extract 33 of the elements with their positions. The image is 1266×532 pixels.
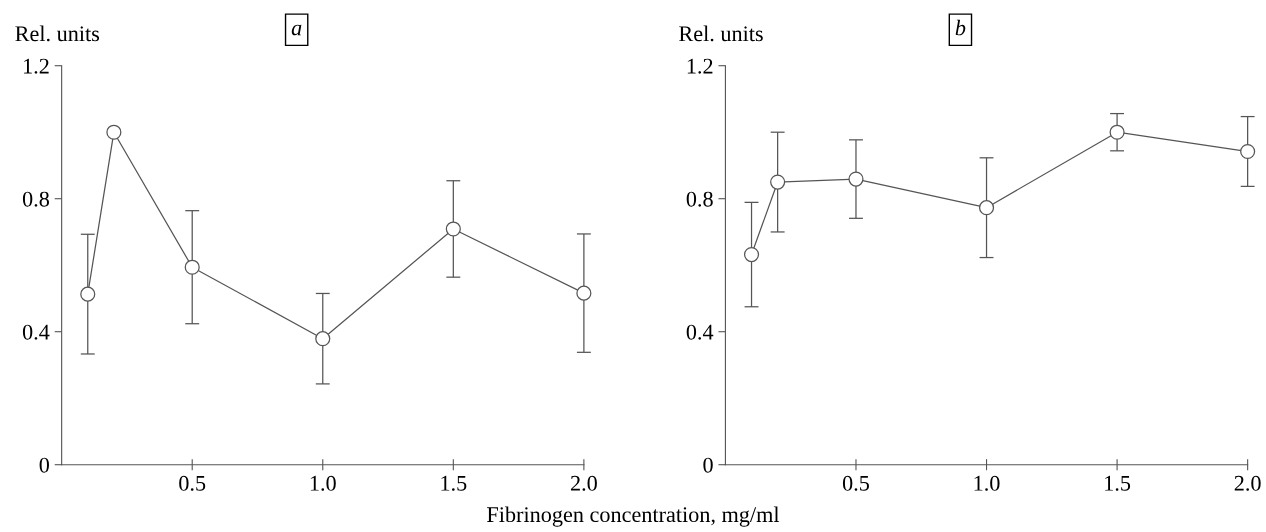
y-tick-label: 0.8	[686, 191, 713, 207]
y-tick-label: 0.4	[22, 324, 50, 340]
y-tick-label: 1.2	[24, 58, 49, 74]
y-axis-title: Rel. units	[15, 25, 100, 42]
y-tick-label: 1.2	[687, 58, 713, 74]
x-tick-label: 1.0	[310, 475, 336, 491]
x-tick-label: 0.5	[179, 475, 206, 491]
point	[80, 286, 96, 302]
chart-title: a	[291, 24, 302, 36]
y-axis-title: Rel. units	[679, 25, 763, 42]
y-tick-label: 0.8	[22, 191, 49, 207]
x-tick-label: 2.0	[570, 475, 597, 491]
point	[576, 285, 592, 301]
point	[315, 331, 331, 347]
point	[184, 259, 200, 275]
point	[848, 171, 864, 187]
point	[1240, 143, 1256, 160]
y-tick-label: 0	[703, 457, 713, 473]
x-tick-label: 1.5	[441, 475, 467, 491]
chart-title: b	[955, 19, 966, 36]
x-axis-title: Fibrinogen concentration, mg/ml	[487, 506, 780, 527]
x-tick-label: 1.0	[974, 475, 1000, 491]
point	[106, 124, 122, 140]
x-tick-label: 1.5	[1105, 475, 1131, 491]
point	[743, 246, 760, 263]
y-tick-label: 0	[39, 457, 49, 473]
point	[770, 174, 786, 190]
x-tick-label: 0.5	[842, 475, 869, 491]
point	[445, 221, 461, 237]
point	[1109, 124, 1125, 140]
point	[978, 200, 995, 216]
x-tick-label: 2.0	[1234, 475, 1261, 491]
y-tick-label: 0.4	[686, 324, 714, 340]
